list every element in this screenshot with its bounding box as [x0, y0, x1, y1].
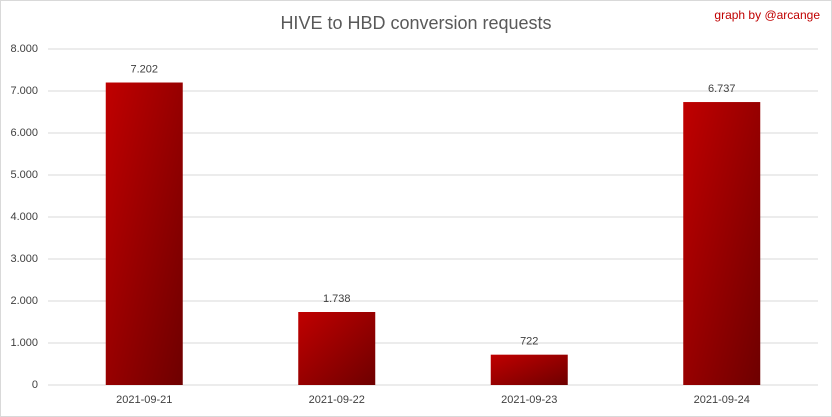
- x-tick-label: 2021-09-21: [116, 394, 172, 406]
- chart-title: HIVE to HBD conversion requests: [280, 13, 551, 33]
- y-tick-label: 3.000: [10, 253, 38, 265]
- value-label: 1.738: [323, 293, 351, 305]
- y-tick-label: 2.000: [10, 295, 38, 307]
- y-tick-label: 8.000: [10, 43, 38, 55]
- x-tick-label: 2021-09-24: [694, 394, 750, 406]
- y-tick-label: 0: [32, 379, 38, 391]
- y-tick-label: 4.000: [10, 211, 38, 223]
- value-label: 722: [520, 336, 538, 348]
- y-tick-label: 1.000: [10, 337, 38, 349]
- y-tick-label: 6.000: [10, 127, 38, 139]
- y-tick-label: 7.000: [10, 85, 38, 97]
- y-tick-label: 5.000: [10, 169, 38, 181]
- annotation: graph by @arcange: [714, 8, 820, 22]
- bar: [683, 102, 761, 386]
- bar: [105, 82, 183, 386]
- x-tick-label: 2021-09-23: [501, 394, 557, 406]
- x-tick-label: 2021-09-22: [309, 394, 365, 406]
- bar: [298, 312, 376, 385]
- value-label: 7.202: [130, 63, 158, 75]
- value-label: 6.737: [708, 83, 736, 95]
- bar: [490, 354, 568, 385]
